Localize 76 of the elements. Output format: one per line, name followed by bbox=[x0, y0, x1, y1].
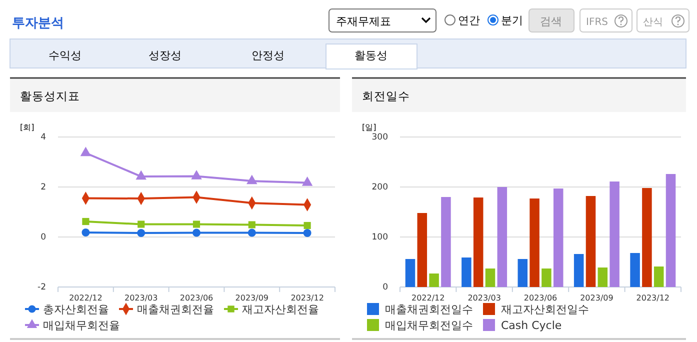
bar bbox=[642, 188, 652, 287]
x-tick-label: 2023/09 bbox=[235, 294, 269, 303]
x-tick-label: 2023/12 bbox=[290, 294, 324, 303]
bar bbox=[417, 213, 428, 287]
bar bbox=[473, 198, 484, 287]
y-tick-label: 100 bbox=[372, 232, 388, 243]
bar bbox=[610, 182, 620, 287]
point bbox=[82, 228, 90, 236]
text: 연간 bbox=[458, 14, 480, 27]
point bbox=[138, 220, 145, 228]
x-tick-label: 2023/03 bbox=[468, 294, 501, 303]
legend-label: 매입채무회전율 bbox=[43, 319, 120, 332]
point bbox=[246, 174, 258, 184]
point bbox=[137, 229, 146, 237]
bar bbox=[518, 259, 528, 287]
point bbox=[304, 222, 311, 230]
point bbox=[80, 146, 92, 156]
bar bbox=[586, 196, 596, 287]
text: 산식 bbox=[643, 17, 663, 28]
y-tick-label: 200 bbox=[372, 182, 388, 193]
y-tick-label: 300 bbox=[372, 132, 388, 143]
bar bbox=[530, 198, 540, 287]
legend-label: 매출채권회전일수 bbox=[385, 303, 473, 316]
text: 안정성 bbox=[252, 49, 284, 62]
y-tick-label: 2 bbox=[40, 182, 46, 193]
x-tick-label: 2023/09 bbox=[580, 294, 614, 303]
text: 성장성 bbox=[148, 49, 182, 62]
legend-label: Cash Cycle bbox=[501, 319, 562, 332]
text: 투자분석 bbox=[12, 16, 64, 31]
chart-title: 활동성지표 bbox=[20, 89, 80, 103]
x-tick-label: 2022/12 bbox=[69, 294, 102, 303]
text: 분기 bbox=[501, 14, 523, 27]
point bbox=[191, 170, 202, 180]
text: 활동성 bbox=[354, 49, 388, 62]
x-tick-label: 2022/12 bbox=[411, 294, 445, 303]
legend-label: 재고자산회전일수 bbox=[501, 303, 589, 316]
point bbox=[248, 221, 256, 228]
x-tick-label: 2023/06 bbox=[524, 294, 558, 303]
bar bbox=[654, 266, 664, 287]
point bbox=[302, 176, 313, 186]
bar bbox=[497, 187, 508, 287]
text: 수익성 bbox=[48, 49, 82, 62]
bar bbox=[441, 197, 451, 287]
legend-label: 매출채권회전율 bbox=[137, 303, 214, 316]
bar bbox=[574, 254, 584, 287]
legend-label: 총자산회전율 bbox=[43, 303, 109, 316]
x-tick-label: 2023/03 bbox=[124, 294, 158, 303]
point bbox=[136, 170, 146, 180]
point bbox=[82, 218, 90, 226]
legend-label: 매입채무회전일수 bbox=[385, 319, 473, 332]
point bbox=[192, 220, 200, 228]
bar bbox=[553, 188, 564, 287]
x-tick-label: 2023/12 bbox=[636, 294, 670, 303]
text: 검색 bbox=[540, 15, 562, 28]
y-tick-label: -2 bbox=[38, 282, 46, 293]
point bbox=[248, 228, 256, 237]
bar bbox=[485, 268, 496, 287]
bar bbox=[462, 258, 472, 287]
y-axis-title: [일] bbox=[362, 123, 376, 132]
y-tick-label: 4 bbox=[40, 132, 46, 143]
text: IFRS bbox=[586, 17, 608, 28]
bar bbox=[405, 259, 416, 287]
bar bbox=[666, 174, 676, 287]
chart-title: 회전일수 bbox=[362, 89, 410, 103]
point bbox=[303, 229, 312, 237]
y-tick-label: 0 bbox=[40, 232, 46, 243]
point bbox=[192, 228, 200, 237]
legend-label: 재고자산회전율 bbox=[242, 303, 319, 316]
bar bbox=[598, 268, 608, 287]
y-tick-label: 0 bbox=[382, 282, 388, 293]
text: 주재무제표 bbox=[336, 15, 391, 28]
bar bbox=[630, 253, 640, 287]
x-tick-label: 2023/06 bbox=[180, 294, 214, 303]
bar bbox=[429, 274, 439, 287]
y-axis-title: [회] bbox=[20, 123, 34, 132]
bar bbox=[542, 268, 552, 287]
